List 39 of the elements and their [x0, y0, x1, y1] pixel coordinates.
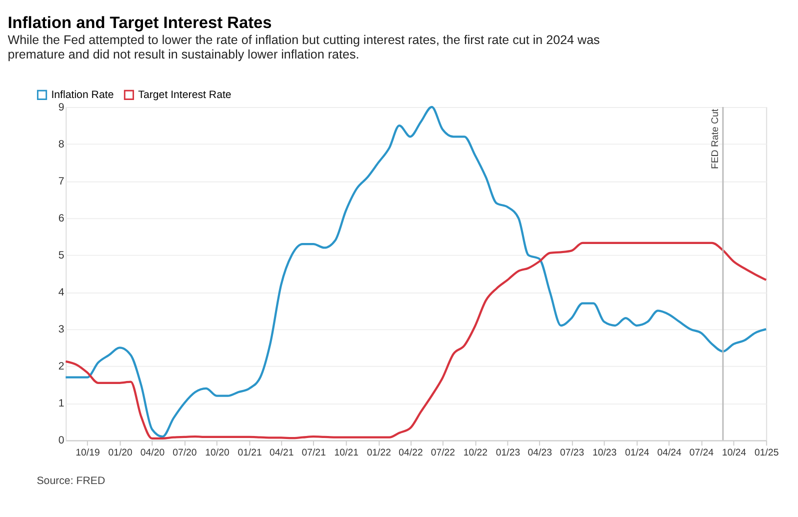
x-tick-label: 07/21 — [302, 447, 326, 458]
x-tick-label: 01/20 — [108, 447, 132, 458]
x-tick-label: 07/20 — [172, 447, 197, 458]
x-tick-label: 10/23 — [592, 447, 617, 458]
line-series — [64, 106, 768, 438]
y-tick-label: 1 — [58, 398, 64, 410]
chart-subtitle: While the Fed attempted to lower the rate of inflation but cutting interest rates, the first rate cut in 2024 was premature and did not result in sustainably lower inflation rates. — [8, 33, 600, 62]
x-tick-label: 04/22 — [398, 447, 423, 458]
y-tick-label: 6 — [58, 212, 64, 224]
x-tick-label: 10/24 — [722, 447, 747, 458]
y-tick-label: 0 — [58, 434, 64, 447]
x-tick-label: 04/21 — [270, 447, 294, 458]
y-tick-label: 4 — [58, 286, 64, 299]
x-tick-label: 07/23 — [560, 447, 584, 458]
y-tick-label: 5 — [58, 250, 64, 262]
chart-title: Inflation and Target Interest Rates — [8, 14, 272, 32]
y-tick-label: 9 — [58, 101, 64, 114]
x-tick-label: 04/23 — [528, 447, 552, 458]
x-tick-label: 01/24 — [625, 447, 650, 458]
legend-label: Target Interest Rate — [138, 88, 232, 101]
x-tick-label: 04/20 — [140, 447, 165, 458]
x-tick-label: 01/21 — [238, 447, 262, 458]
source-note: Source: FRED — [36, 474, 106, 487]
x-tick-label: 10/21 — [334, 447, 358, 458]
x-tick-label: 10/20 — [205, 447, 230, 458]
x-tick-label: 01/23 — [496, 447, 520, 458]
y-tick-label: 2 — [58, 360, 64, 373]
legend-label: Inflation Rate — [51, 88, 114, 101]
x-tick-label: 04/24 — [657, 447, 682, 458]
x-tick-label: 10/19 — [76, 447, 100, 458]
x-tick-label: 10/22 — [463, 447, 488, 458]
ref-line-label: FED Rate Cut — [710, 108, 722, 170]
x-tick-label: 07/22 — [430, 447, 456, 458]
x-tick-label: 01/25 — [754, 447, 779, 458]
y-tick-label: 3 — [58, 324, 64, 336]
y-tick-label: 8 — [58, 138, 64, 150]
y-tick-label: 7 — [58, 175, 64, 188]
x-tick-label: 07/24 — [689, 447, 714, 458]
x-tick-label: 01/22 — [366, 447, 391, 458]
